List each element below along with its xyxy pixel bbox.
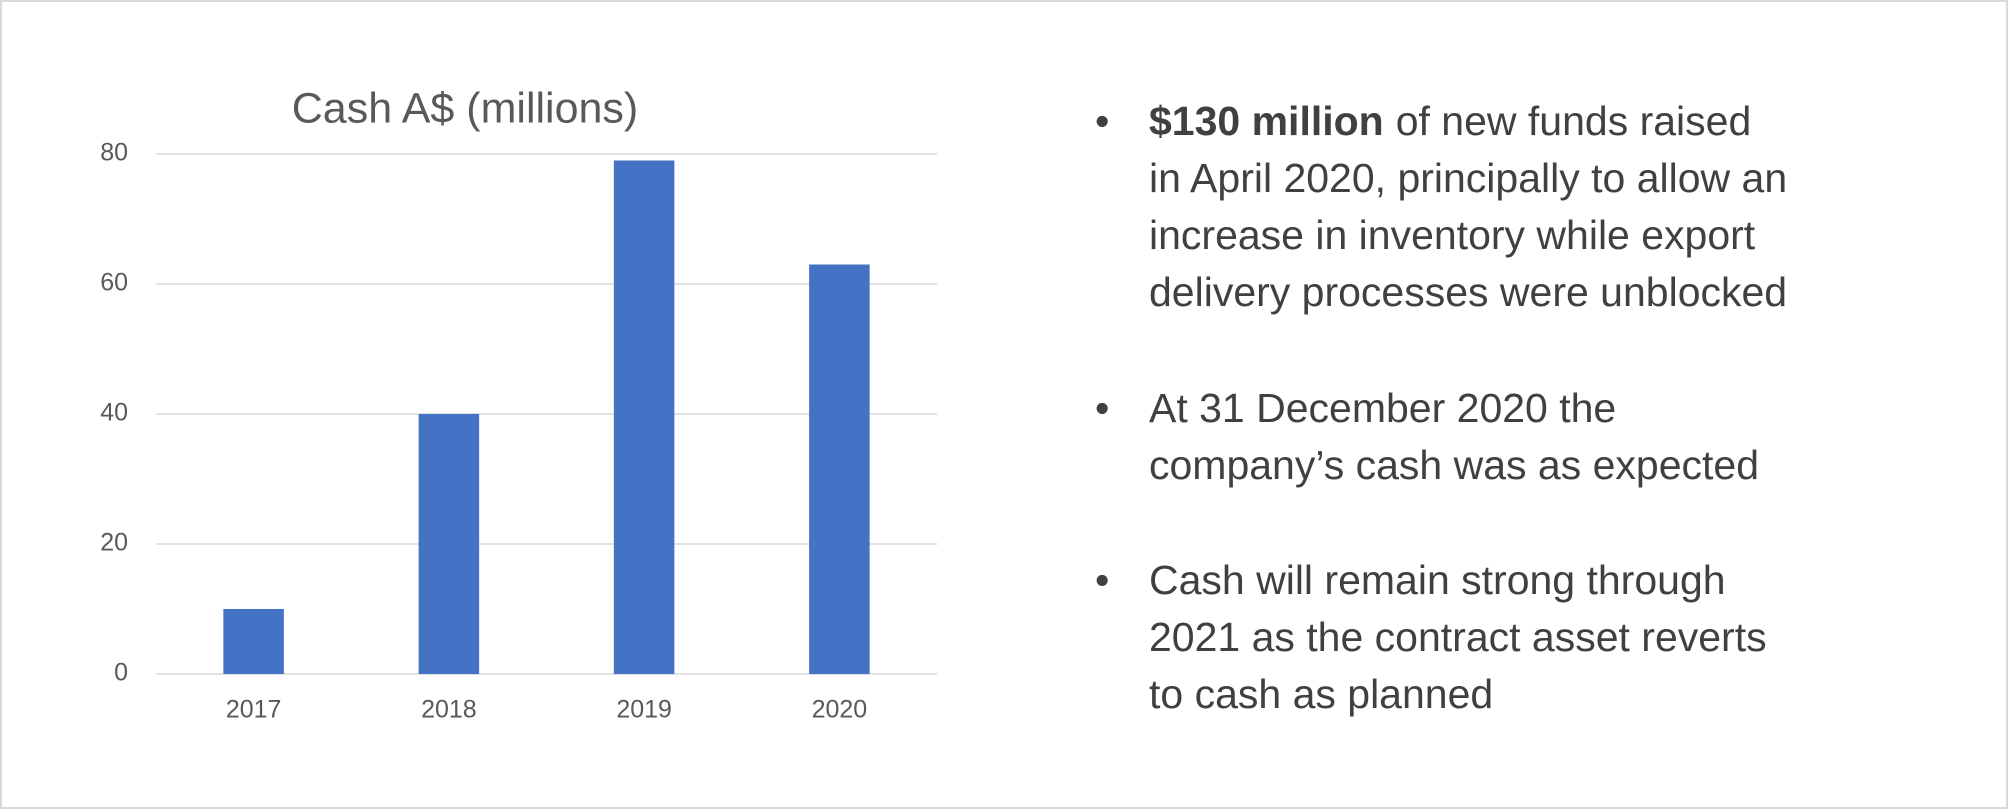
bullet-line: increase in inventory while export [1149, 212, 1756, 258]
bullet-line: $130 million of new funds raised [1149, 98, 1751, 144]
bullet-line: delivery processes were unblocked [1149, 269, 1787, 315]
y-tick-label: 80 [100, 139, 128, 167]
bullet-dot: • [1095, 98, 1109, 144]
bullet-line: Cash will remain strong through [1149, 557, 1726, 603]
x-tick-label: 2017 [226, 696, 282, 724]
bullet-line: in April 2020, principally to allow an [1149, 155, 1787, 201]
bullet-line: to cash as planned [1149, 671, 1493, 717]
bullet-bold: $130 million [1149, 98, 1384, 144]
y-tick-label: 60 [100, 269, 128, 297]
bar [223, 609, 284, 674]
x-tick-label: 2020 [812, 696, 868, 724]
bullet-text: of new funds raised [1396, 98, 1752, 144]
x-tick-label: 2019 [616, 696, 672, 724]
bullet-line: At 31 December 2020 the [1149, 385, 1616, 431]
chart-title: Cash A$ (millions) [292, 84, 639, 132]
bullet-dot: • [1095, 385, 1109, 431]
bar [613, 160, 675, 674]
bullet-line: 2021 as the contract asset reverts [1149, 614, 1767, 660]
y-tick-label: 40 [100, 399, 128, 427]
y-tick-label: 20 [100, 529, 128, 557]
y-tick-label: 0 [114, 659, 128, 687]
bar [418, 414, 480, 674]
x-tick-label: 2018 [421, 696, 477, 724]
bar [809, 264, 870, 674]
bullet-dot: • [1095, 557, 1109, 603]
bullet-line: company’s cash was as expected [1149, 442, 1759, 488]
